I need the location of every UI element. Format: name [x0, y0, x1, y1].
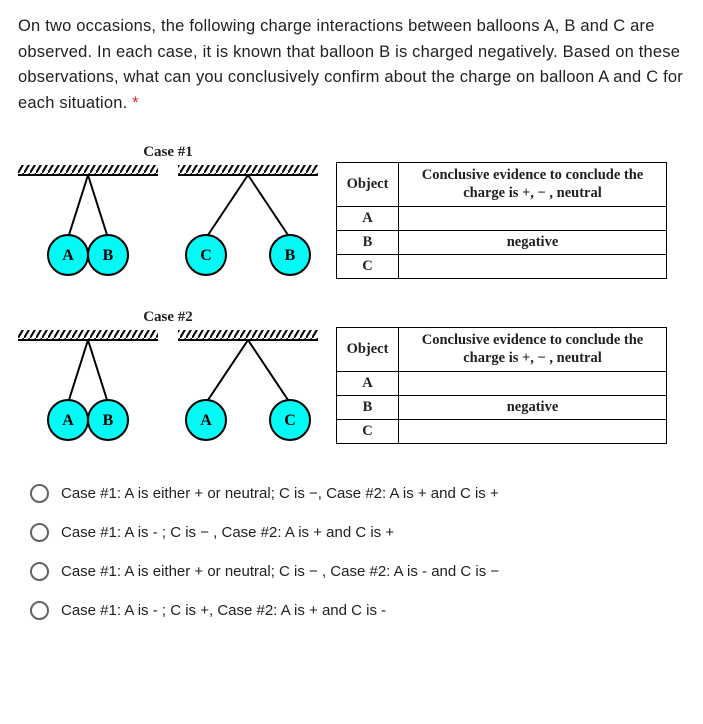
case-1-table: Object Conclusive evidence to conclude t… — [336, 162, 667, 278]
case-2-diagram: ABAC — [18, 328, 318, 448]
svg-text:B: B — [103, 412, 114, 429]
svg-text:A: A — [62, 247, 74, 264]
case-1-block: Case #1 ABCB Object Conclusive evidence … — [18, 144, 685, 283]
row-evidence — [399, 419, 667, 443]
radio-icon — [30, 484, 49, 503]
case-1-diagram-col: Case #1 A B C B — [18, 144, 318, 283]
radio-icon — [30, 523, 49, 542]
case-2-label: Case #2 — [18, 309, 318, 326]
radio-icon — [30, 562, 49, 581]
table-row: B negative — [337, 230, 667, 254]
option-label: Case #1: A is - ; C is +, Case #2: A is … — [61, 602, 386, 619]
question-text: On two occasions, the following charge i… — [18, 14, 685, 116]
table-row: B negative — [337, 395, 667, 419]
option-3[interactable]: Case #1: A is either + or neutral; C is … — [18, 552, 685, 591]
option-label: Case #1: A is either + or neutral; C is … — [61, 485, 499, 502]
table-header-object: Object — [337, 163, 399, 206]
case-2-diagram-col: Case #2 A B A C — [18, 309, 318, 448]
svg-text:C: C — [200, 247, 212, 264]
row-object: A — [337, 371, 399, 395]
svg-text:B: B — [285, 247, 296, 264]
table-row: A — [337, 371, 667, 395]
option-4[interactable]: Case #1: A is - ; C is +, Case #2: A is … — [18, 591, 685, 630]
option-2[interactable]: Case #1: A is - ; C is − , Case #2: A is… — [18, 513, 685, 552]
row-evidence: negative — [399, 395, 667, 419]
option-1[interactable]: Case #1: A is either + or neutral; C is … — [18, 474, 685, 513]
table-header-evidence: Conclusive evidence to conclude the char… — [399, 163, 667, 206]
svg-text:C: C — [284, 412, 296, 429]
table-row: C — [337, 254, 667, 278]
case-2-table: Object Conclusive evidence to conclude t… — [336, 327, 667, 443]
radio-icon — [30, 601, 49, 620]
options-group: Case #1: A is either + or neutral; C is … — [18, 474, 685, 630]
row-object: B — [337, 230, 399, 254]
row-object: C — [337, 419, 399, 443]
table-header-evidence: Conclusive evidence to conclude the char… — [399, 328, 667, 371]
svg-text:A: A — [62, 412, 74, 429]
required-marker: * — [132, 94, 139, 112]
case-1-diagram: ABCB — [18, 163, 318, 283]
row-object: B — [337, 395, 399, 419]
table-row: A — [337, 206, 667, 230]
case-2-block: Case #2 ABAC Object Conclusive evidence … — [18, 309, 685, 448]
svg-text:A: A — [200, 412, 212, 429]
option-label: Case #1: A is either + or neutral; C is … — [61, 563, 499, 580]
table-row: C — [337, 419, 667, 443]
case-1-label: Case #1 — [18, 144, 318, 161]
table-header-object: Object — [337, 328, 399, 371]
row-object: A — [337, 206, 399, 230]
option-label: Case #1: A is - ; C is − , Case #2: A is… — [61, 524, 394, 541]
row-evidence — [399, 206, 667, 230]
question-body: On two occasions, the following charge i… — [18, 17, 683, 112]
row-evidence — [399, 371, 667, 395]
row-evidence: negative — [399, 230, 667, 254]
row-object: C — [337, 254, 399, 278]
svg-text:B: B — [103, 247, 114, 264]
row-evidence — [399, 254, 667, 278]
